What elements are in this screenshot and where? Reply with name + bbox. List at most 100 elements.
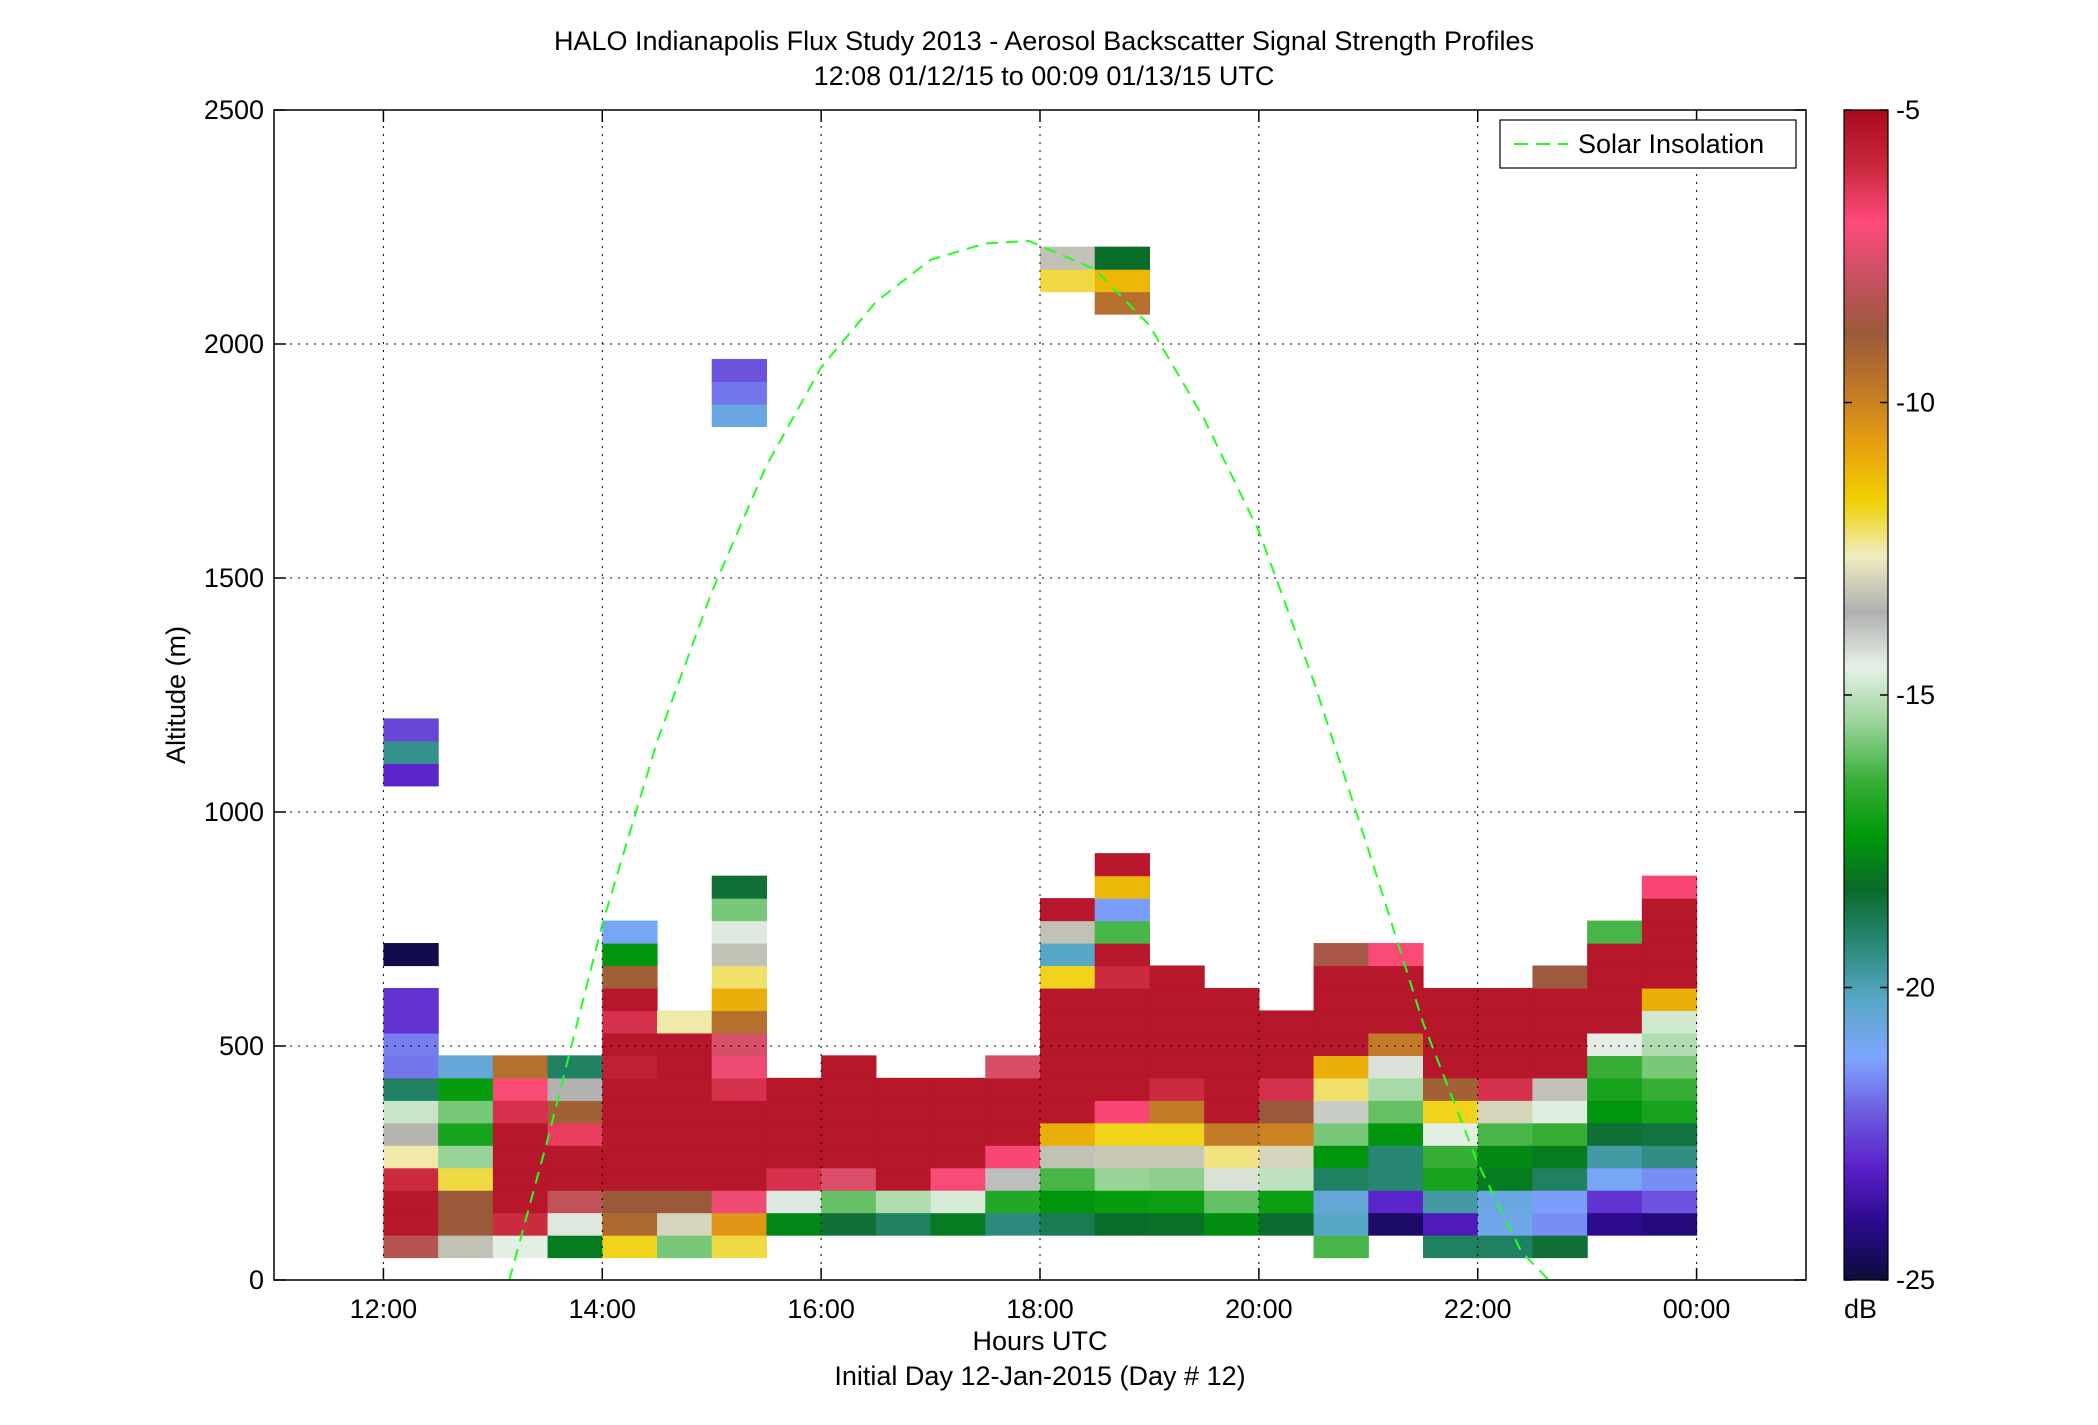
heatmap-cell — [547, 1235, 603, 1259]
heatmap-cell — [1040, 965, 1096, 989]
heatmap-cell — [711, 1032, 768, 1056]
heatmap-cell — [1587, 1077, 1643, 1101]
heatmap-cell — [1477, 1122, 1534, 1146]
heatmap-cell — [1641, 1032, 1698, 1056]
heatmap-cell — [1204, 1167, 1260, 1191]
heatmap-cell — [711, 1010, 768, 1034]
heatmap-cell — [711, 1212, 768, 1236]
x-tick-label: 22:00 — [1444, 1294, 1512, 1324]
heatmap-cell — [821, 1212, 877, 1236]
heatmap-cell — [1532, 1167, 1588, 1191]
heatmap-cell — [1094, 1032, 1151, 1056]
colorbar-ticks: -25 -20 -15 -10 -5 — [1844, 95, 1935, 1295]
heatmap-cell — [1477, 987, 1534, 1012]
heatmap-cell — [1094, 291, 1151, 315]
heatmap-cell — [1423, 1190, 1479, 1214]
heatmap-cell — [383, 718, 439, 742]
heatmap-cell — [1094, 1212, 1151, 1236]
heatmap-cell — [492, 1122, 549, 1146]
heatmap-cell — [821, 1190, 877, 1214]
heatmap-cell — [930, 1145, 986, 1169]
heatmap-cell — [1258, 1032, 1315, 1056]
heatmap-cell — [1532, 1235, 1588, 1259]
heatmap-cell — [1641, 1077, 1698, 1101]
heatmap-cell — [1094, 1100, 1151, 1124]
heatmap-cell — [1258, 1077, 1315, 1101]
heatmap-cell — [711, 1235, 768, 1259]
heatmap-cell — [1204, 1100, 1260, 1124]
heatmap-cell — [1094, 943, 1151, 967]
y-tick-label: 0 — [249, 1265, 264, 1295]
heatmap-cell — [1258, 1167, 1315, 1191]
heatmap-cell — [1204, 1055, 1260, 1079]
colorbar-tick-label: -15 — [1896, 680, 1935, 710]
heatmap-cell — [602, 1100, 658, 1124]
heatmap-cell — [821, 1077, 877, 1101]
heatmap-cell — [383, 1167, 439, 1191]
heatmap-cell — [438, 1212, 494, 1236]
heatmap-cell — [657, 1212, 713, 1236]
heatmap-cell — [547, 1167, 603, 1191]
heatmap-cell — [1149, 965, 1205, 989]
heatmap-cell — [1040, 1212, 1096, 1236]
colorbar-tick-label: -20 — [1896, 973, 1935, 1003]
heatmap-cell — [930, 1212, 986, 1236]
heatmap-cell — [1094, 1055, 1151, 1079]
x-tick-label: 18:00 — [1006, 1294, 1074, 1324]
heatmap-cell — [821, 1167, 877, 1191]
heatmap-cell — [1368, 1010, 1424, 1034]
y-tick-label: 1500 — [204, 563, 264, 593]
heatmap-cell — [1368, 1032, 1424, 1056]
heatmap-cell — [711, 1100, 768, 1124]
heatmap-cell — [1368, 1212, 1424, 1236]
heatmap-cell — [1149, 1212, 1205, 1236]
heatmap-cell — [1587, 1122, 1643, 1146]
heatmap-cell — [1313, 1100, 1369, 1124]
heatmap-cell — [1040, 1122, 1096, 1146]
series-line-solar-insolation — [508, 239, 1550, 1280]
heatmap-cell — [1641, 1167, 1698, 1191]
chart-title: HALO Indianapolis Flux Study 2013 - Aero… — [554, 26, 1534, 56]
heatmap-cell — [547, 1145, 603, 1169]
heatmap-cell — [1587, 1100, 1643, 1124]
x-axis-sublabel: Initial Day 12-Jan-2015 (Day # 12) — [834, 1361, 1245, 1391]
heatmap-cell — [1532, 1122, 1588, 1146]
heatmap-cell — [875, 1167, 932, 1191]
colorbar-tick-label: -5 — [1896, 95, 1920, 125]
heatmap-cell — [1532, 1145, 1588, 1169]
heatmap-cell — [602, 1122, 658, 1146]
heatmap-cell — [1641, 898, 1698, 922]
heatmap-cell — [492, 1100, 549, 1124]
heatmap-cell — [711, 381, 768, 405]
heatmap-cell — [875, 1190, 932, 1214]
colorbar: -25 -20 -15 -10 -5 dB — [1843, 95, 1935, 1324]
heatmap-cell — [875, 1145, 932, 1169]
heatmap-cell — [438, 1190, 494, 1214]
heatmap-cell — [1477, 1010, 1534, 1034]
heatmap-cell — [1204, 1077, 1260, 1101]
heatmap-cell — [1094, 1077, 1151, 1101]
heatmap-cell — [1094, 269, 1151, 293]
heatmap-cell — [602, 943, 658, 967]
heatmap-cell — [657, 1100, 713, 1124]
heatmap-cell — [1258, 1122, 1315, 1146]
heatmap-cell — [438, 1235, 494, 1259]
legend-entry-solar-insolation: Solar Insolation — [1578, 129, 1764, 159]
heatmap-cell — [711, 898, 768, 922]
heatmap-cell — [1641, 965, 1698, 989]
heatmap-cell — [766, 1122, 822, 1146]
heatmap-cell — [1094, 1190, 1151, 1214]
heatmap-cell — [1040, 1055, 1096, 1079]
y-tick-label: 500 — [219, 1031, 264, 1061]
heatmap-cell — [1641, 1122, 1698, 1146]
heatmap-cell — [930, 1077, 986, 1101]
heatmap-cell — [1313, 943, 1369, 967]
heatmap-cell — [1368, 1077, 1424, 1101]
heatmap-cell — [1313, 1145, 1369, 1169]
heatmap-cell — [492, 1190, 549, 1214]
heatmap-cell — [1368, 1190, 1424, 1214]
heatmap-cell — [985, 1077, 1041, 1101]
heatmap-cell — [985, 1167, 1041, 1191]
heatmap-cell — [821, 1122, 877, 1146]
heatmap-cell — [1204, 987, 1260, 1012]
